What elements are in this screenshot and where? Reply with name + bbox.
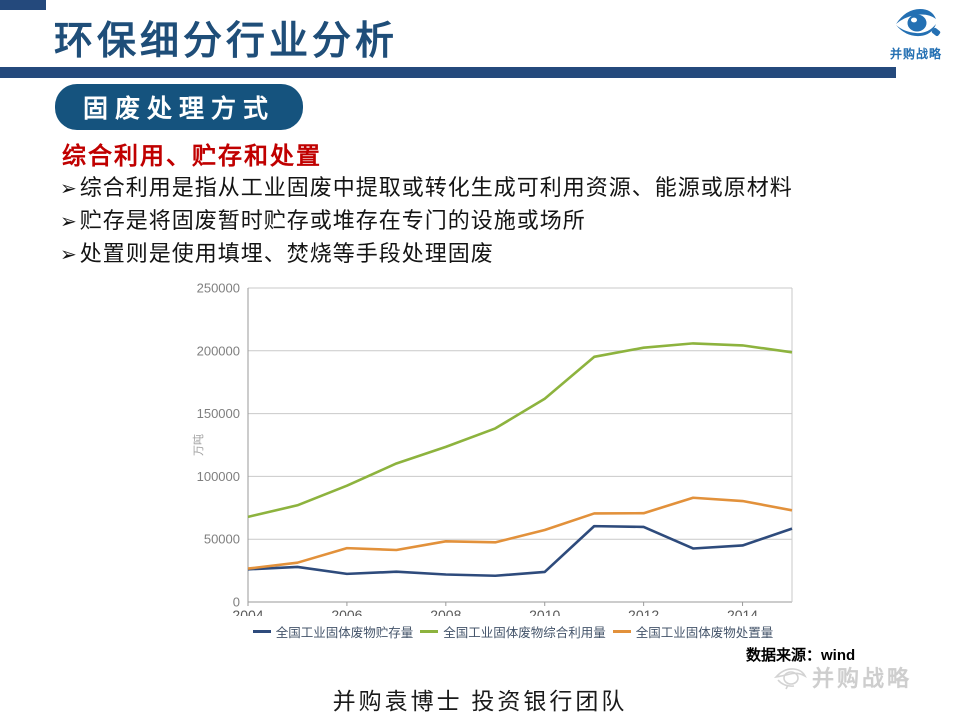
- legend-label: 全国工业固体废物贮存量: [275, 626, 414, 640]
- svg-text:2014: 2014: [727, 607, 758, 616]
- solid-waste-chart: 0 50000 100000 150000 200000 250000 2004 2006 20…: [188, 276, 838, 641]
- legend-swatch-disposal: [612, 630, 631, 633]
- arrow-bullet-icon: ➢: [60, 244, 78, 266]
- section-badge: 固废处理方式: [55, 84, 304, 130]
- watermark: 并购战略: [772, 661, 912, 693]
- watermark-text: 并购战略: [812, 666, 913, 691]
- line-chart-canvas: 0 50000 100000 150000 200000 250000 2004 2006 20…: [192, 281, 793, 623]
- legend-item-disposal: 全国工业固体废物处置量: [612, 622, 774, 641]
- svg-text:万吨: 万吨: [192, 434, 205, 456]
- svg-text:200000: 200000: [197, 343, 240, 358]
- svg-text:2010: 2010: [529, 607, 560, 616]
- bullet-text: 综合利用是指从工业固废中提取或转化生成可利用资源、能源或原材料: [79, 175, 793, 200]
- bullet-item: ➢处置则是使用填埋、焚烧等手段处理固废: [60, 238, 940, 271]
- title-underline-bar: [0, 67, 896, 78]
- page-title: 环保细分行业分析: [54, 20, 399, 63]
- corner-accent-block: [0, 0, 46, 10]
- watermark-logo-icon: [773, 668, 807, 690]
- legend-swatch-utilization: [420, 630, 439, 633]
- legend-item-utilization: 全国工业固体废物综合利用量: [420, 622, 606, 641]
- data-source-note: 数据来源：wind: [746, 647, 856, 664]
- bullet-text: 贮存是将固废暂时贮存或堆存在专门的设施或场所: [79, 208, 586, 233]
- footer-credit: 并购袁博士 投资银行团队: [332, 689, 628, 714]
- legend-item-storage: 全国工业固体废物贮存量: [252, 622, 414, 641]
- legend-swatch-storage: [252, 630, 271, 633]
- bullet-list: ➢综合利用是指从工业固废中提取或转化生成可利用资源、能源或原材料 ➢贮存是将固废…: [60, 172, 940, 271]
- svg-text:2008: 2008: [430, 607, 461, 616]
- legend-label: 全国工业固体废物处置量: [635, 626, 774, 640]
- svg-text:2004: 2004: [232, 607, 263, 616]
- brand-logo: 并购战略: [878, 3, 954, 62]
- svg-text:50000: 50000: [204, 532, 240, 547]
- legend-label: 全国工业固体废物综合利用量: [443, 626, 606, 640]
- eye-magnifier-icon: [896, 9, 941, 37]
- svg-text:0: 0: [233, 595, 240, 610]
- bullet-item: ➢贮存是将固废暂时贮存或堆存在专门的设施或场所: [60, 205, 940, 238]
- svg-text:2012: 2012: [628, 607, 659, 616]
- svg-text:250000: 250000: [197, 281, 240, 296]
- arrow-bullet-icon: ➢: [60, 211, 78, 233]
- brand-logo-text: 并购战略: [889, 47, 942, 61]
- svg-text:150000: 150000: [197, 406, 240, 421]
- arrow-bullet-icon: ➢: [60, 178, 78, 200]
- chart-legend: 全国工业固体废物贮存量 全国工业固体废物综合利用量 全国工业固体废物处置量: [188, 622, 838, 641]
- svg-text:2006: 2006: [331, 607, 362, 616]
- bullet-text: 处置则是使用填埋、焚烧等手段处理固废: [79, 241, 494, 266]
- section-heading: 综合利用、贮存和处置: [62, 144, 322, 170]
- bullet-item: ➢综合利用是指从工业固废中提取或转化生成可利用资源、能源或原材料: [60, 172, 940, 205]
- svg-text:100000: 100000: [197, 469, 240, 484]
